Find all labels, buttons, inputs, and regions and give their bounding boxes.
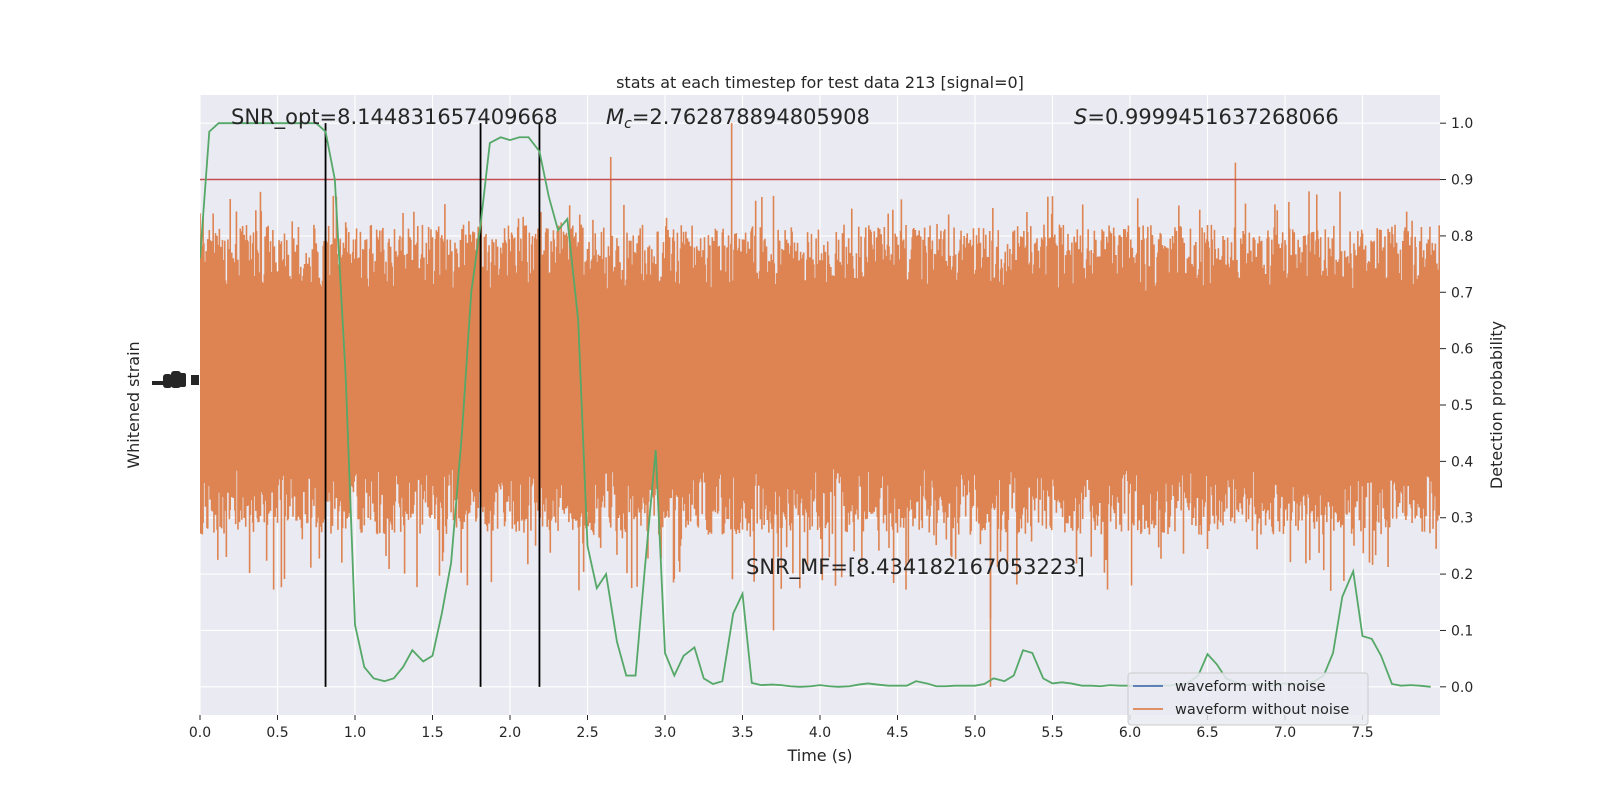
x-axis-ticks: 0.0 0.5 1.0 1.5 2.0 2.5 3.0 3.5 4.0 4.5 5.0 5.5 6.0 6… — [189, 715, 1374, 741]
x-tick-label-0: 0.0 — [189, 725, 211, 741]
right-y-axis-label: Detection probability — [1487, 321, 1506, 489]
x-tick-label-5: 2.5 — [576, 725, 598, 741]
y-tick-label-1: 0.1 — [1451, 623, 1473, 639]
chirp-mass-symbol: M — [606, 105, 624, 129]
x-tick-label-7: 3.5 — [731, 725, 753, 741]
x-tick-label-9: 4.5 — [886, 725, 908, 741]
x-tick-label-6: 3.0 — [654, 725, 676, 741]
snr-opt-annotation: SNR_opt=8.144831657409668 — [231, 105, 558, 130]
y-tick-label-7: 0.7 — [1451, 285, 1473, 301]
y-tick-label-2: 0.2 — [1451, 567, 1473, 583]
waveform-dense-band — [200, 292, 1440, 467]
y-tick-label-3: 0.3 — [1451, 511, 1473, 527]
chirp-mass-annotation: Mc=2.762878894805908 — [606, 105, 870, 132]
s-annotation: S=0.9999451637268066 — [1074, 105, 1339, 129]
s-value: =0.9999451637268066 — [1087, 105, 1338, 129]
x-tick-label-15: 7.5 — [1351, 725, 1373, 741]
legend-box — [1127, 672, 1369, 726]
x-tick-label-1: 0.5 — [266, 725, 288, 741]
x-tick-label-14: 7.0 — [1274, 725, 1296, 741]
x-tick-label-10: 5.0 — [964, 725, 986, 741]
chirp-mass-subscript: c — [624, 116, 632, 132]
x-tick-label-12: 6.0 — [1119, 725, 1141, 741]
s-symbol: S — [1074, 105, 1087, 129]
x-axis-label: Time (s) — [786, 746, 852, 765]
x-tick-label-8: 4.0 — [809, 725, 831, 741]
y-tick-label-5: 0.5 — [1451, 398, 1473, 414]
y-tick-label-9: 0.9 — [1451, 173, 1473, 189]
legend-label-without-noise: waveform without noise — [1175, 702, 1349, 718]
chart-title: stats at each timestep for test data 213… — [616, 73, 1024, 92]
y-tick-label-10: 1.0 — [1451, 116, 1473, 132]
legend-label-with-noise: waveform with noise — [1175, 679, 1326, 695]
x-tick-label-11: 5.5 — [1041, 725, 1063, 741]
y-tick-label-4: 0.4 — [1451, 454, 1473, 470]
left-y-axis-label: Whitened strain — [124, 341, 143, 468]
x-tick-label-3: 1.5 — [421, 725, 443, 741]
x-tick-label-13: 6.5 — [1196, 725, 1218, 741]
chirp-mass-value: =2.762878894805908 — [632, 105, 870, 129]
y-tick-label-0: 0.0 — [1451, 680, 1473, 696]
left-y-axis-tick-marks — [152, 371, 199, 388]
plot-area — [200, 122, 1440, 688]
waveform-without-noise-trace — [200, 123, 1440, 687]
legend: waveform with noise waveform without noi… — [1127, 672, 1369, 726]
snr-mf-annotation: SNR_MF=[8.434182167053223] — [746, 555, 1085, 580]
y-tick-label-6: 0.6 — [1451, 342, 1473, 358]
x-tick-label-2: 1.0 — [344, 725, 366, 741]
right-y-axis-ticks: 0.0 0.1 0.2 0.3 0.4 0.5 0.6 0.7 0.8 0.9 1.0 — [1440, 116, 1473, 696]
x-tick-label-4: 2.0 — [499, 725, 521, 741]
y-tick-label-8: 0.8 — [1451, 229, 1473, 245]
